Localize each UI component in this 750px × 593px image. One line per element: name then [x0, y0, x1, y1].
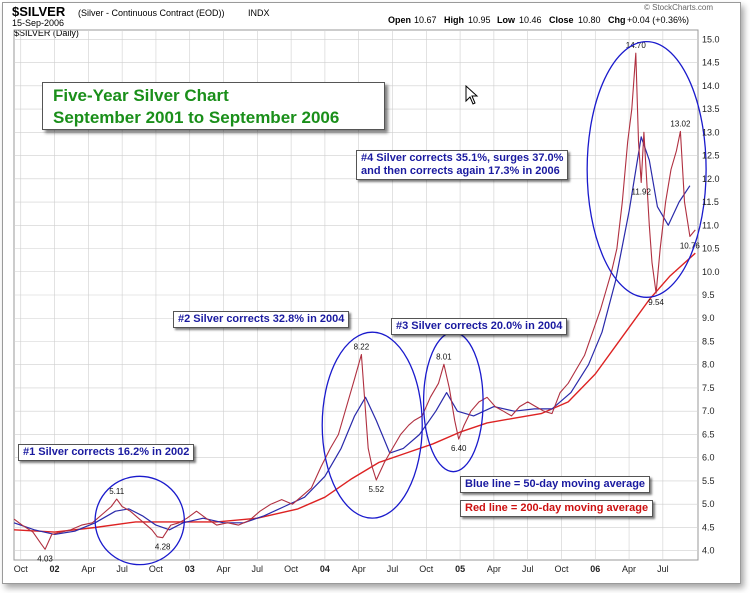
x-tick-label: 05 — [455, 564, 465, 574]
y-tick-label: 13.5 — [702, 104, 720, 114]
chart-title-line1: Five-Year Silver Chart — [53, 86, 229, 105]
x-tick-label: Jul — [522, 564, 534, 574]
correction-circle — [94, 475, 185, 566]
price-point-label: 8.01 — [436, 352, 452, 361]
y-tick-label: 7.0 — [702, 406, 715, 416]
correction-circle — [321, 331, 423, 519]
y-tick-label: 13.0 — [702, 127, 720, 137]
legend-red-ma200: Red line = 200-day moving average — [460, 500, 654, 517]
ma200-layer — [13, 252, 696, 533]
price-point-label: 13.02 — [670, 119, 691, 128]
header-description: (Silver - Continuous Contract (EOD)) — [78, 8, 225, 18]
x-tick-label: Jul — [657, 564, 669, 574]
point-label-layer: 4.03 5.11 4.28 8.22 5.52 8.01 6.40 14.70 11.92 9.… — [37, 41, 700, 563]
y-tick-label: 6.0 — [702, 453, 715, 463]
x-tick-label: 03 — [185, 564, 195, 574]
open-value: 10.67 — [414, 15, 437, 25]
header-date: 15-Sep-2006 — [12, 18, 64, 28]
chg-value: +0.04 (+0.36%) — [627, 15, 689, 25]
x-tick-label: Oct — [419, 564, 434, 574]
x-tick-label: Oct — [554, 564, 569, 574]
x-tick-label: 06 — [590, 564, 600, 574]
close-label: Close — [549, 15, 574, 25]
legend-blue-ma50: Blue line = 50-day moving average — [460, 476, 651, 493]
y-tick-label: 11.0 — [702, 220, 719, 230]
x-tick-label: 02 — [50, 564, 60, 574]
low-value: 10.46 — [519, 15, 542, 25]
y-tick-label: 15.0 — [702, 34, 720, 44]
circle-layer — [94, 40, 707, 566]
annotation-correction-2: #2 Silver corrects 32.8% in 2004 — [173, 311, 350, 328]
x-tick-label: Jul — [252, 564, 264, 574]
series-label: $SILVER (Daily) — [14, 28, 79, 38]
watermark: © StockCharts.com — [644, 3, 713, 12]
price-series-line — [13, 52, 696, 550]
y-tick-label: 11.5 — [702, 197, 719, 207]
x-tick-label: Apr — [352, 564, 366, 574]
y-tick-label: 4.5 — [702, 522, 715, 532]
ma50-series-line — [13, 136, 691, 535]
high-value: 10.95 — [468, 15, 491, 25]
y-tick-label: 5.5 — [702, 476, 715, 486]
ma50-layer — [13, 136, 691, 535]
y-tick-label: 14.0 — [702, 81, 720, 91]
y-tick-label: 4.0 — [702, 546, 715, 556]
price-point-label: 9.54 — [648, 298, 664, 307]
x-tick-label: Apr — [217, 564, 231, 574]
price-layer — [13, 52, 696, 550]
x-tick-label: Jul — [116, 564, 128, 574]
x-tick-label: Oct — [14, 564, 29, 574]
header-symbol: $SILVER — [12, 4, 66, 19]
price-point-label: 5.11 — [109, 487, 125, 496]
x-tick-label: Apr — [81, 564, 95, 574]
y-tick-label: 7.5 — [702, 383, 715, 393]
axis-layer: 4.0 4.5 5.0 5.5 6.0 6.5 7.0 7.5 8.0 8.5 9.0 9.5 10.0… — [14, 34, 720, 574]
price-point-label: 14.70 — [626, 41, 647, 50]
price-point-label: 8.22 — [354, 343, 370, 352]
y-tick-label: 12.0 — [702, 174, 720, 184]
x-tick-label: 04 — [320, 564, 330, 574]
x-tick-label: Apr — [487, 564, 501, 574]
high-label: High — [444, 15, 464, 25]
chart-title-line2: September 2001 to September 2006 — [53, 108, 340, 127]
chg-label: Chg — [608, 15, 626, 25]
grid — [14, 30, 698, 560]
low-label: Low — [497, 15, 516, 25]
y-tick-label: 8.5 — [702, 336, 715, 346]
price-point-label: 4.03 — [37, 554, 53, 563]
annotation-correction-4-line1: #4 Silver corrects 35.1%, surges 37.0% — [361, 152, 564, 164]
y-tick-label: 5.0 — [702, 499, 715, 509]
y-tick-label: 10.0 — [702, 267, 720, 277]
annotation-correction-4-line2: and then corrects again 17.3% in 2006 — [361, 165, 560, 177]
y-tick-label: 12.5 — [702, 151, 720, 161]
mouse-cursor-icon — [465, 84, 479, 105]
price-point-label: 11.92 — [632, 187, 652, 196]
price-point-label: 5.52 — [368, 485, 384, 494]
annotation-correction-1: #1 Silver corrects 16.2% in 2002 — [18, 444, 195, 461]
x-tick-label: Oct — [284, 564, 299, 574]
annotation-correction-4: #4 Silver corrects 35.1%, surges 37.0% a… — [356, 150, 569, 180]
y-tick-label: 14.5 — [702, 58, 720, 68]
open-label: Open — [388, 15, 411, 25]
annotation-correction-3: #3 Silver corrects 20.0% in 2004 — [391, 318, 568, 335]
close-value: 10.80 — [578, 15, 601, 25]
chart-title-box: Five-Year Silver Chart September 2001 to… — [42, 82, 385, 130]
header-exchange: INDX — [248, 8, 270, 18]
x-tick-label: Jul — [387, 564, 399, 574]
y-tick-label: 6.5 — [702, 429, 715, 439]
price-point-label: 6.40 — [451, 444, 467, 453]
y-tick-label: 10.5 — [702, 244, 720, 254]
x-tick-label: Apr — [622, 564, 636, 574]
y-tick-label: 9.0 — [702, 313, 715, 323]
price-point-label: 4.28 — [155, 543, 171, 552]
ma200-series-line — [13, 252, 696, 533]
y-tick-label: 8.0 — [702, 360, 715, 370]
y-tick-label: 9.5 — [702, 290, 715, 300]
x-tick-label: Oct — [149, 564, 164, 574]
correction-circle — [586, 40, 707, 298]
price-point-label: 10.76 — [680, 241, 701, 250]
